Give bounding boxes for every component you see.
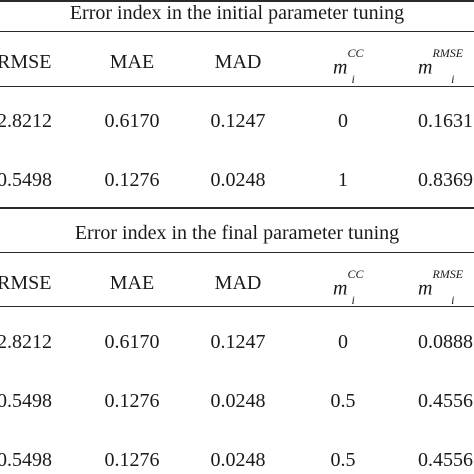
- cell: 0.8369: [418, 169, 473, 191]
- section-1-header-rule: [0, 86, 474, 87]
- header-m-cc-base: m: [333, 277, 348, 300]
- header-rmse: RMSE: [0, 51, 52, 73]
- cell: 1: [338, 169, 348, 191]
- section-2-header-rule: [0, 306, 474, 307]
- cell: 0.0248: [210, 390, 266, 412]
- header-m-rmse-sup: RMSE: [432, 267, 464, 281]
- header-m-cc-sup: CC: [347, 46, 364, 60]
- section-1-title-rule: [0, 31, 474, 32]
- cell: 0.1247: [210, 110, 266, 132]
- header-m-rmse-base: m: [418, 56, 433, 79]
- header-m-rmse: mRMSE i: [418, 46, 466, 86]
- header-m-rmse-sub: i: [451, 292, 455, 307]
- cell: 0.1276: [104, 449, 160, 471]
- section-2-title-rule: [0, 252, 474, 253]
- cell: 2.8212: [0, 331, 52, 353]
- header-mae: MAE: [109, 272, 155, 294]
- header-m-cc-sub: i: [351, 71, 355, 86]
- header-m-rmse-sub: i: [451, 71, 455, 86]
- header-m-cc-base: m: [333, 56, 348, 79]
- cell: 0.6170: [104, 110, 160, 132]
- cell: 0.5498: [0, 390, 52, 412]
- section-2-title: Error index in the final parameter tunin…: [74, 222, 400, 244]
- header-rmse: RMSE: [0, 272, 52, 294]
- header-m-rmse: mRMSE i: [418, 267, 466, 307]
- cell: 0.0248: [210, 169, 266, 191]
- cell: 0.1276: [104, 390, 160, 412]
- cell: 0.4556: [418, 449, 473, 471]
- cell: 0.5498: [0, 169, 52, 191]
- cell: 2.8212: [0, 110, 52, 132]
- cell: 0.4556: [418, 390, 473, 412]
- cell: 0.1631: [418, 110, 473, 132]
- section-separator-rule: [0, 207, 474, 209]
- cell: 0.6170: [104, 331, 160, 353]
- header-mad: MAD: [214, 272, 262, 294]
- cell: 0.5: [330, 390, 356, 412]
- header-m-cc: mCC i: [333, 46, 367, 86]
- header-m-rmse-sup: RMSE: [432, 46, 464, 60]
- section-1-title: Error index in the initial parameter tun…: [69, 2, 405, 24]
- header-mad: MAD: [214, 51, 262, 73]
- cell: 0.1247: [210, 331, 266, 353]
- cell: 0.5: [330, 449, 356, 471]
- header-m-cc-sup: CC: [347, 267, 364, 281]
- cell: 0: [338, 331, 348, 353]
- cell: 0: [338, 110, 348, 132]
- header-m-rmse-base: m: [418, 277, 433, 300]
- cell: 0.0248: [210, 449, 266, 471]
- cell: 0.5498: [0, 449, 52, 471]
- header-m-cc: mCC i: [333, 267, 367, 307]
- header-mae: MAE: [109, 51, 155, 73]
- top-rule: [0, 0, 474, 2]
- header-m-cc-sub: i: [351, 292, 355, 307]
- cell: 0.1276: [104, 169, 160, 191]
- cell: 0.0888: [418, 331, 473, 353]
